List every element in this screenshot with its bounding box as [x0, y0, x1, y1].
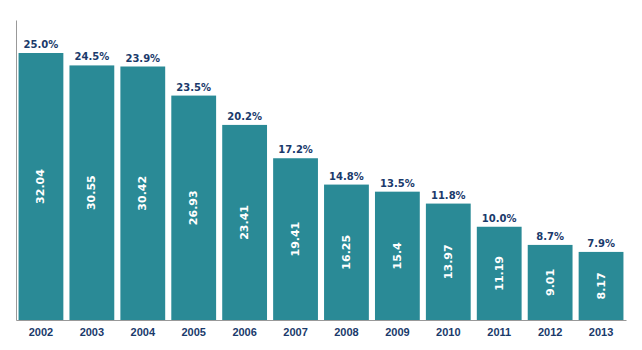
annotation: 8.7% [536, 231, 564, 242]
data-label: 26.93 [187, 190, 200, 225]
x-tick-label: 2013 [589, 326, 613, 338]
plot: 2002 2003 2004 2005 2006 2007 2008 2009 2010 2011… [17, 21, 627, 338]
annotation: 11.8% [431, 190, 466, 201]
x-tick: 2006 [232, 320, 256, 338]
data-label: 30.55 [85, 175, 98, 210]
annotation: 10.0% [482, 213, 517, 224]
bar [477, 227, 522, 320]
data-label: 30.42 [136, 176, 149, 211]
annotation: 20.2% [227, 111, 262, 122]
x-tick-label: 2002 [29, 326, 53, 338]
x-tick: 2002 [29, 320, 53, 338]
bars [19, 53, 624, 320]
x-tick: 2013 [589, 320, 613, 338]
x-axis-line [17, 320, 627, 321]
x-tick: 2003 [80, 320, 104, 338]
bar [171, 96, 216, 320]
annotation: 23.5% [176, 82, 211, 93]
bar [69, 65, 114, 320]
bar [324, 185, 369, 320]
bar [19, 53, 64, 320]
x-tick-label: 2010 [436, 326, 460, 338]
x-tick-label: 2004 [131, 326, 156, 338]
x-tick: 2004 [131, 320, 156, 338]
bar [528, 245, 573, 320]
data-label: 16.25 [340, 235, 353, 270]
x-tick: 2012 [538, 320, 562, 338]
x-tick: 2010 [436, 320, 460, 338]
bar [375, 192, 420, 320]
x-tick-label: 2003 [80, 326, 104, 338]
data-label: 9.01 [544, 269, 557, 296]
annotation: 23.9% [125, 53, 160, 64]
x-tick: 2009 [385, 320, 409, 338]
x-tick-label: 2006 [232, 326, 256, 338]
bar [120, 67, 165, 321]
data-label: 32.04 [34, 169, 47, 204]
annotation: 24.5% [75, 51, 110, 62]
y-axis-line [16, 21, 17, 321]
data-label: 11.19 [493, 256, 506, 291]
x-tick: 2011 [487, 320, 511, 338]
data-label: 23.41 [238, 205, 251, 240]
y-axis [16, 21, 17, 321]
x-tick-label: 2011 [487, 326, 511, 338]
data-label: 15.4 [391, 242, 404, 269]
annotation: 13.5% [380, 178, 415, 189]
bar [579, 252, 624, 320]
x-tick: 2008 [334, 320, 358, 338]
labels: 32.04 30.55 30.42 26.93 23.41 19.41 16.25 15.4 1… [24, 39, 615, 300]
annotation: 17.2% [278, 144, 313, 155]
bar [273, 158, 318, 320]
bar [222, 125, 267, 320]
data-label: 13.97 [442, 244, 455, 279]
x-tick-label: 2012 [538, 326, 562, 338]
bar [426, 204, 471, 320]
x-tick-label: 2009 [385, 326, 409, 338]
data-label: 19.41 [289, 222, 302, 257]
x-tick-label: 2005 [181, 326, 205, 338]
annotation: 14.8% [329, 171, 364, 182]
annotation: 25.0% [24, 39, 59, 50]
x-tick: 2007 [283, 320, 307, 338]
x-tick-label: 2008 [334, 326, 358, 338]
annotation: 7.9% [587, 238, 615, 249]
x-tick: 2005 [181, 320, 205, 338]
data-label: 8.17 [595, 272, 608, 299]
x-axis: 2002 2003 2004 2005 2006 2007 2008 2009 2010 2011… [17, 320, 627, 338]
x-tick-label: 2007 [283, 326, 307, 338]
chart: 2002 2003 2004 2005 2006 2007 2008 2009 2010 2011… [0, 0, 642, 350]
